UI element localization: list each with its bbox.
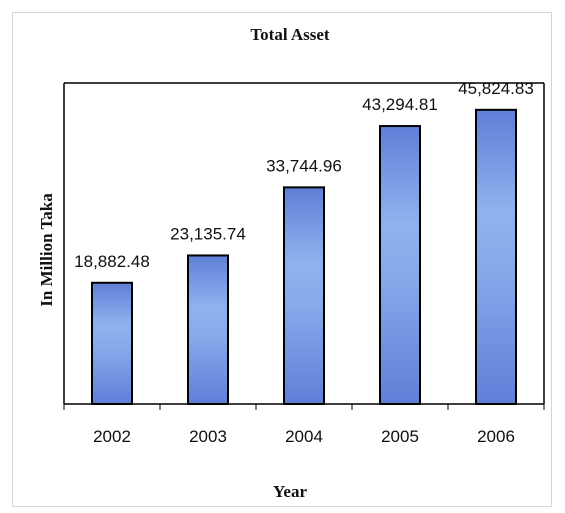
bar-2005	[379, 125, 421, 405]
x-axis-label: Year	[273, 482, 307, 501]
data-label-2003: 23,135.74	[170, 224, 246, 243]
data-label-2005: 43,294.81	[362, 95, 438, 114]
x-tick-marks	[63, 404, 545, 410]
data-label-2004: 33,744.96	[266, 156, 342, 175]
data-label-2006: 45,824.83	[458, 79, 534, 98]
data-label-2002: 18,882.48	[74, 252, 150, 271]
x-tick-labels: 2002 2003 2004 2005 2006	[93, 427, 515, 446]
chart-frame	[12, 12, 552, 507]
x-tick-2003: 2003	[189, 427, 227, 446]
chart-title: Total Asset	[250, 25, 330, 44]
x-tick-2005: 2005	[381, 427, 419, 446]
bar-2004	[283, 186, 325, 405]
x-tick-2006: 2006	[477, 427, 515, 446]
bar-2006	[475, 108, 517, 405]
x-tick-2004: 2004	[285, 427, 323, 446]
bar-2003	[187, 254, 229, 405]
y-axis-label: In Million Taka	[37, 193, 56, 307]
bar-series	[91, 108, 517, 405]
x-tick-2002: 2002	[93, 427, 131, 446]
bar-2002	[91, 281, 133, 405]
